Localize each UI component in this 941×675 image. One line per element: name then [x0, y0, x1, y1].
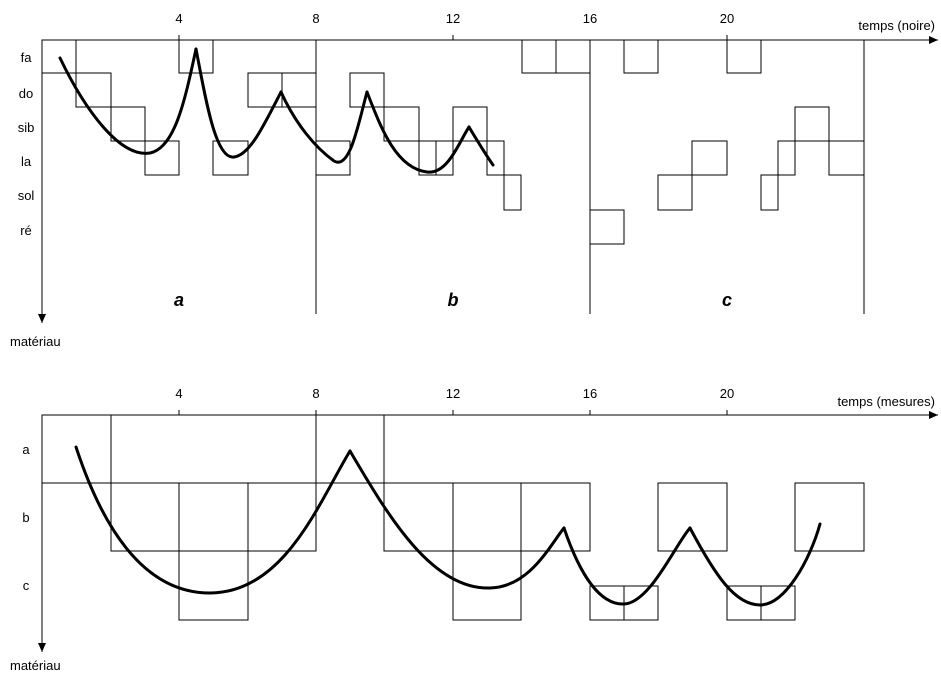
bottom-y-axis-label: matériau — [10, 658, 61, 673]
contour-curve — [58, 47, 198, 155]
top-tick-label: 4 — [175, 11, 182, 26]
top-row-label: ré — [20, 223, 32, 238]
note-cell — [521, 39, 557, 74]
bottom-tick-label: 12 — [446, 386, 460, 401]
top-tick-label: 8 — [312, 11, 319, 26]
bottom-tick-label: 20 — [720, 386, 734, 401]
bottom-section-cells — [41, 414, 865, 621]
note-cell — [555, 39, 591, 74]
top-row-label: fa — [21, 50, 33, 65]
contour-curve — [467, 125, 495, 167]
contour-curve — [562, 526, 692, 606]
note-cell — [828, 140, 865, 176]
note-cell — [281, 72, 317, 108]
note-cell — [623, 39, 659, 74]
section-cell — [452, 482, 522, 552]
top-diagram: temps (noire) matériau 4 8 12 16 20 fa d… — [10, 11, 938, 349]
top-tick-label: 16 — [583, 11, 597, 26]
section-cell — [657, 482, 728, 552]
note-cell — [435, 140, 454, 176]
contour-curve — [279, 90, 369, 164]
note-cell — [777, 140, 796, 176]
bottom-tick-label: 8 — [312, 386, 319, 401]
contour-curve — [688, 522, 822, 607]
note-cell — [178, 39, 214, 74]
note-cell — [503, 174, 522, 211]
note-cell — [41, 39, 77, 74]
top-tick-label: 12 — [446, 11, 460, 26]
contour-curve — [194, 47, 283, 159]
note-cell — [760, 174, 779, 211]
section-cell — [178, 550, 249, 621]
section-cell — [794, 482, 865, 552]
top-row-label: la — [21, 154, 32, 169]
note-cell — [726, 39, 762, 74]
contour-curve — [74, 445, 352, 595]
bottom-contour-curves — [74, 445, 822, 607]
top-contour-curves — [58, 47, 495, 174]
note-cell — [110, 106, 146, 142]
contour-curve — [348, 449, 566, 590]
bottom-x-axis-label: temps (mesures) — [837, 394, 935, 409]
section-cell — [452, 550, 522, 621]
top-x-axis-label: temps (noire) — [858, 18, 935, 33]
top-y-axis-label: matériau — [10, 334, 61, 349]
note-cell — [75, 72, 112, 108]
bottom-row-label: c — [23, 578, 30, 593]
bottom-diagram: temps (mesures) matériau 4 8 12 16 20 a … — [10, 386, 938, 673]
bottom-tick-label: 16 — [583, 386, 597, 401]
top-note-cells — [41, 39, 865, 245]
note-cell — [589, 209, 625, 245]
section-label-c: c — [722, 290, 732, 310]
top-row-label: sol — [18, 188, 35, 203]
bottom-tick-label: 4 — [175, 386, 182, 401]
bottom-row-label: b — [22, 510, 29, 525]
section-label-a: a — [174, 290, 184, 310]
note-cell — [657, 174, 693, 211]
contour-curve — [365, 90, 471, 174]
top-row-label: do — [19, 86, 33, 101]
section-cell — [315, 414, 385, 484]
bottom-row-label: a — [22, 442, 30, 457]
section-cell — [110, 414, 317, 484]
note-cell — [452, 106, 488, 142]
top-tick-label: 20 — [720, 11, 734, 26]
section-cell — [247, 482, 317, 552]
note-cell — [691, 140, 728, 176]
section-cell — [520, 482, 591, 552]
section-cell — [760, 585, 796, 621]
note-cell — [383, 106, 420, 142]
note-cell — [794, 106, 830, 142]
section-label-b: b — [448, 290, 459, 310]
section-cell — [178, 482, 249, 552]
top-row-label: sib — [18, 120, 35, 135]
note-cell — [212, 140, 249, 176]
section-cell — [383, 482, 454, 552]
note-cell — [144, 140, 180, 176]
note-cell — [349, 72, 385, 108]
note-cell — [315, 140, 351, 176]
